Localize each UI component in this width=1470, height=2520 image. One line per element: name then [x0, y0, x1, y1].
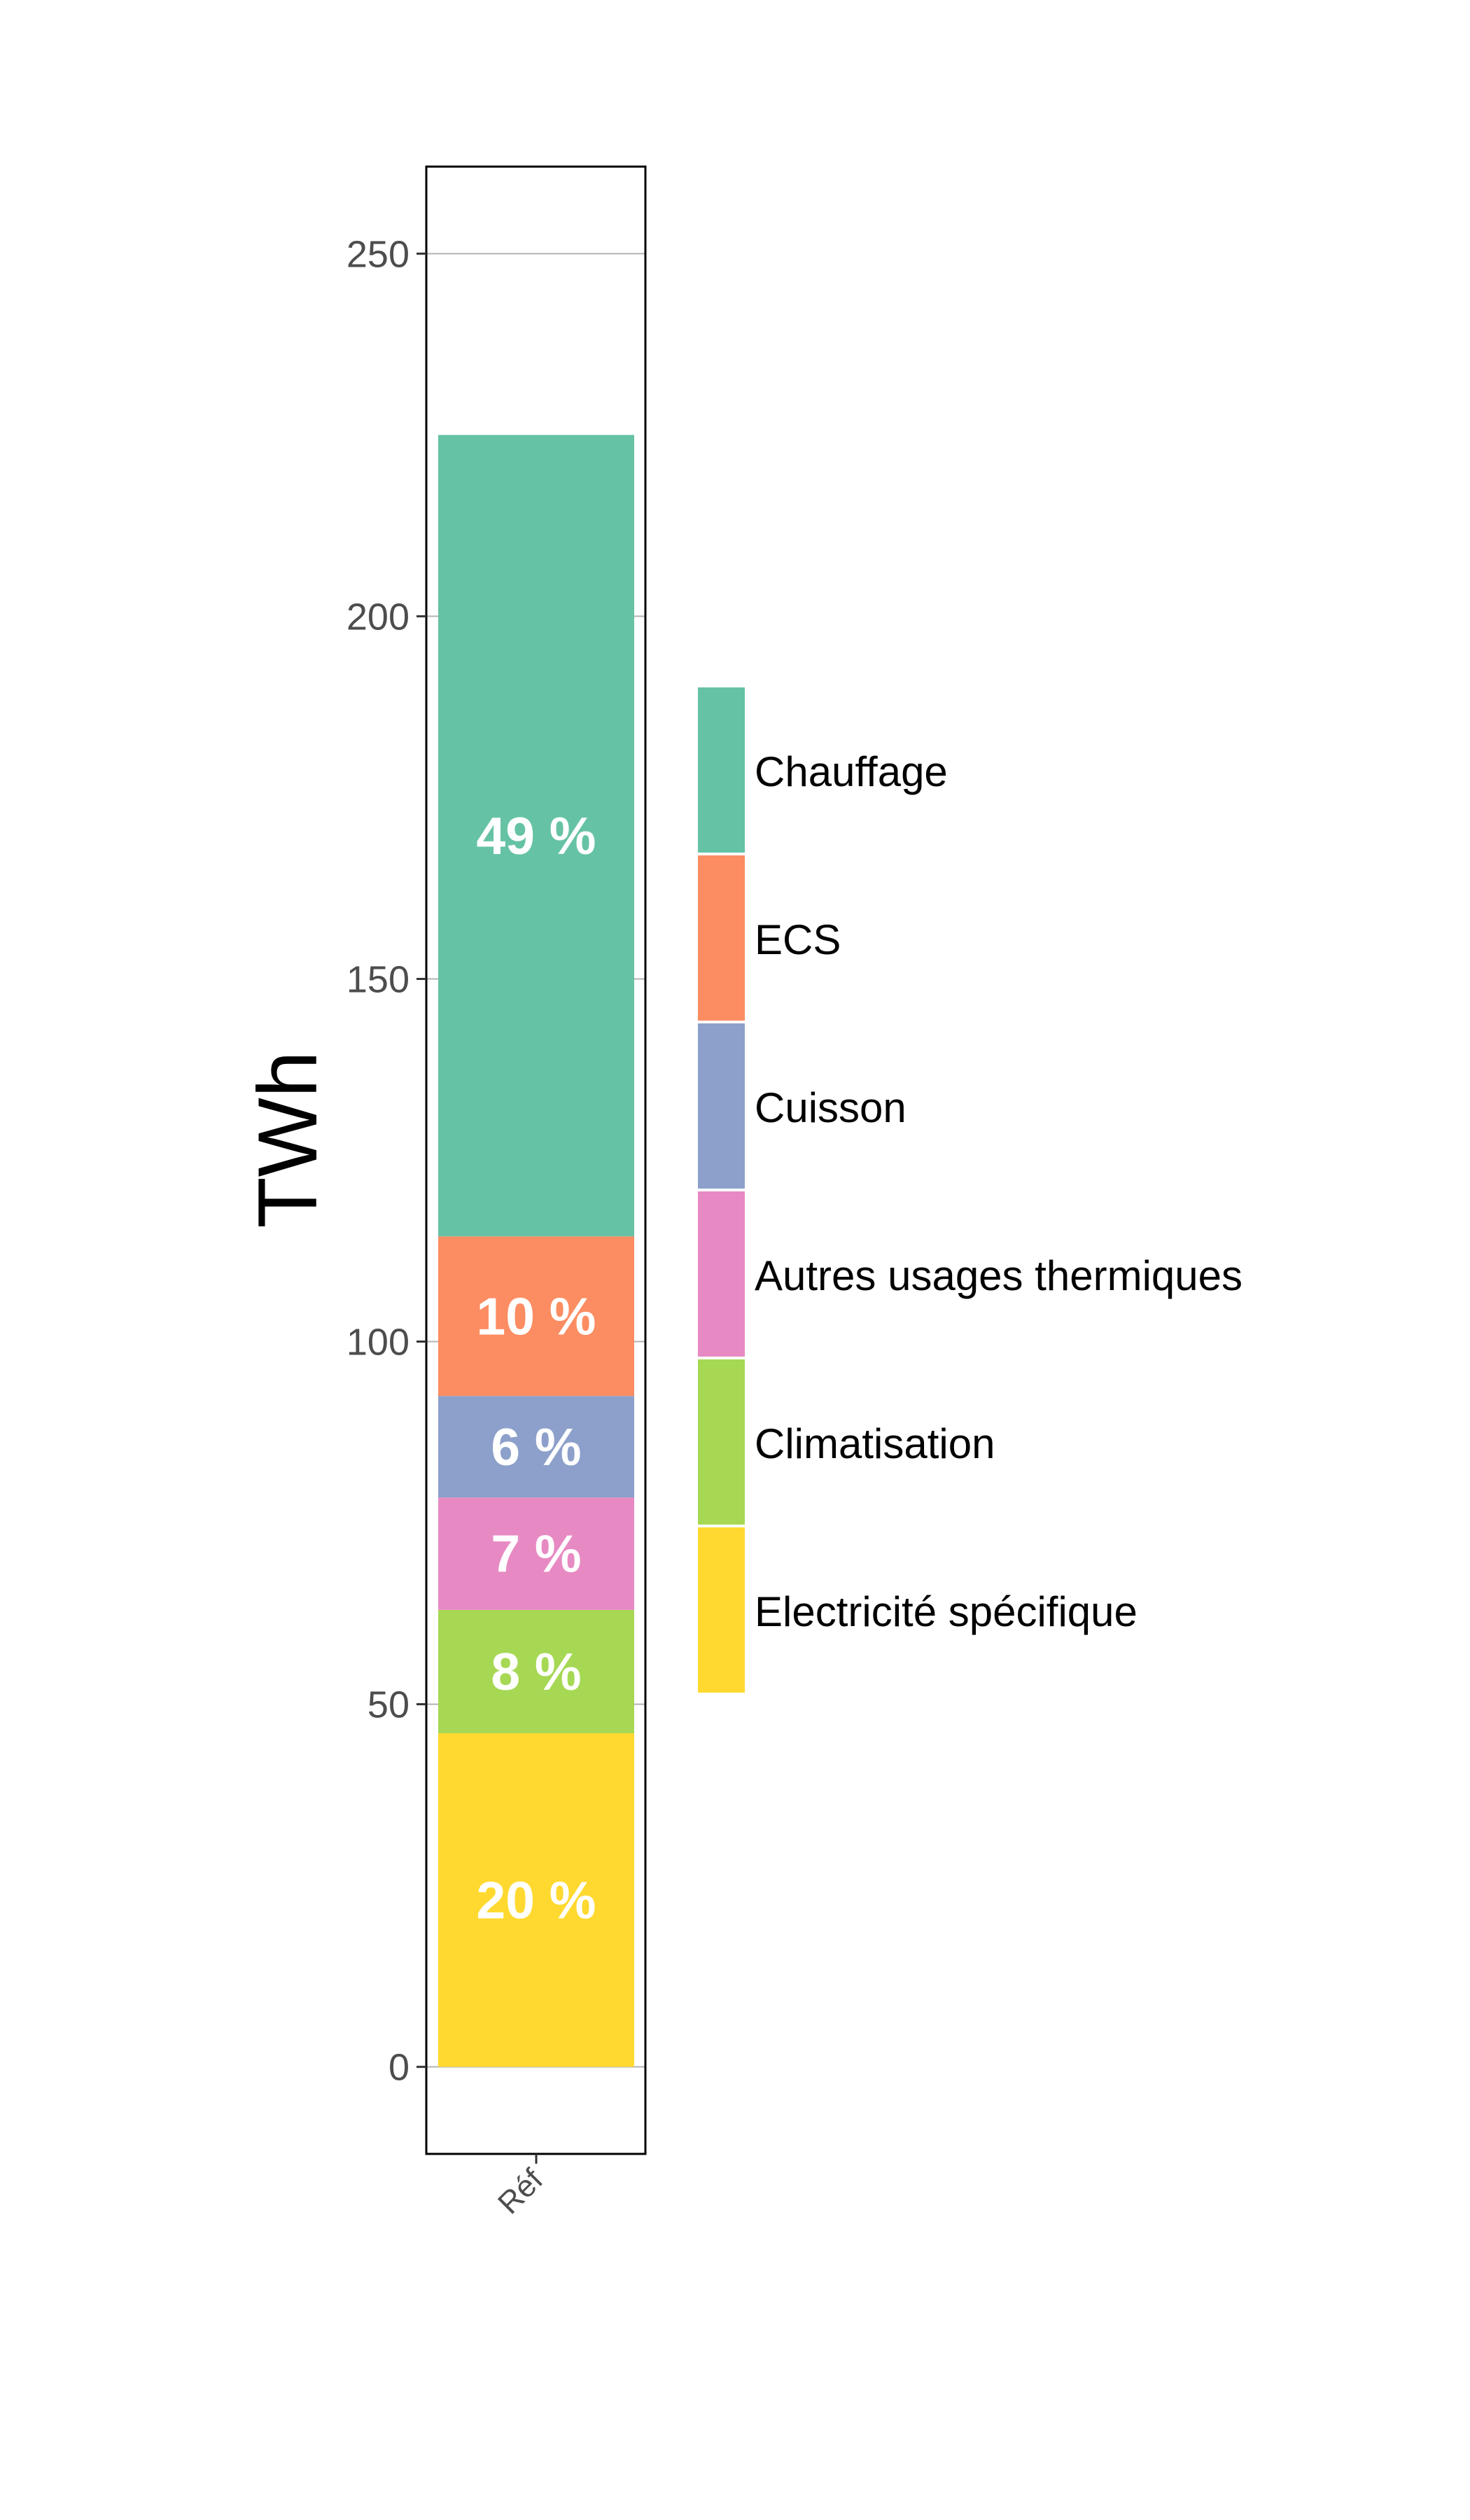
y-tick-label-100: 100: [346, 1322, 410, 1364]
legend-key-1: [698, 855, 745, 1021]
y-tick-label-150: 150: [346, 958, 410, 1000]
bar-segment-3: [438, 1396, 634, 1498]
bar-segment-1: [438, 1609, 634, 1734]
legend-label-1: ECS: [755, 916, 841, 963]
bar-segment-2: [438, 1497, 634, 1610]
bar-segments: 20 % 8 % 7 % 6 % 10 % 49 %: [438, 435, 634, 2067]
legend-key-0: [698, 687, 745, 853]
legend-key-5: [698, 1527, 745, 1693]
y-tick-label-200: 200: [346, 596, 410, 638]
bar-segment-4: [438, 1236, 634, 1396]
y-tick-label-50: 50: [368, 1684, 410, 1726]
bar-segment-label-5: 49 %: [477, 806, 596, 865]
x-tick-label: Réf: [491, 2162, 550, 2221]
legend-key-2: [698, 1023, 745, 1189]
legend-key-3: [698, 1191, 745, 1357]
legend-label-3: Autres usages thermiques: [755, 1252, 1242, 1299]
bar-segment-label-1: 8 %: [491, 1642, 581, 1701]
legend-label-5: Electricité spécifique: [755, 1588, 1138, 1635]
y-tick-label-250: 250: [346, 233, 410, 275]
y-axis: 0 50 100 150 200 250: [346, 233, 426, 2089]
bar-segment-label-2: 7 %: [491, 1525, 581, 1583]
legend-label-4: Climatisation: [755, 1420, 995, 1467]
y-axis-title: TWh: [241, 1051, 335, 1228]
legend-label-2: Cuisson: [755, 1084, 906, 1131]
bar-segment-label-0: 20 %: [477, 1870, 596, 1929]
legend-key-4: [698, 1359, 745, 1525]
legend: Chauffage ECS Cuisson Autres usages thermiq…: [698, 687, 1242, 1693]
x-axis: Réf: [491, 2154, 550, 2220]
bar-segment-0: [438, 1733, 634, 2067]
bar-segment-label-3: 6 %: [491, 1418, 581, 1476]
y-tick-label-0: 0: [388, 2047, 410, 2089]
bar-segment-label-4: 10 %: [477, 1287, 596, 1345]
legend-label-0: Chauffage: [755, 748, 948, 795]
bar-segment-5: [438, 435, 634, 1237]
